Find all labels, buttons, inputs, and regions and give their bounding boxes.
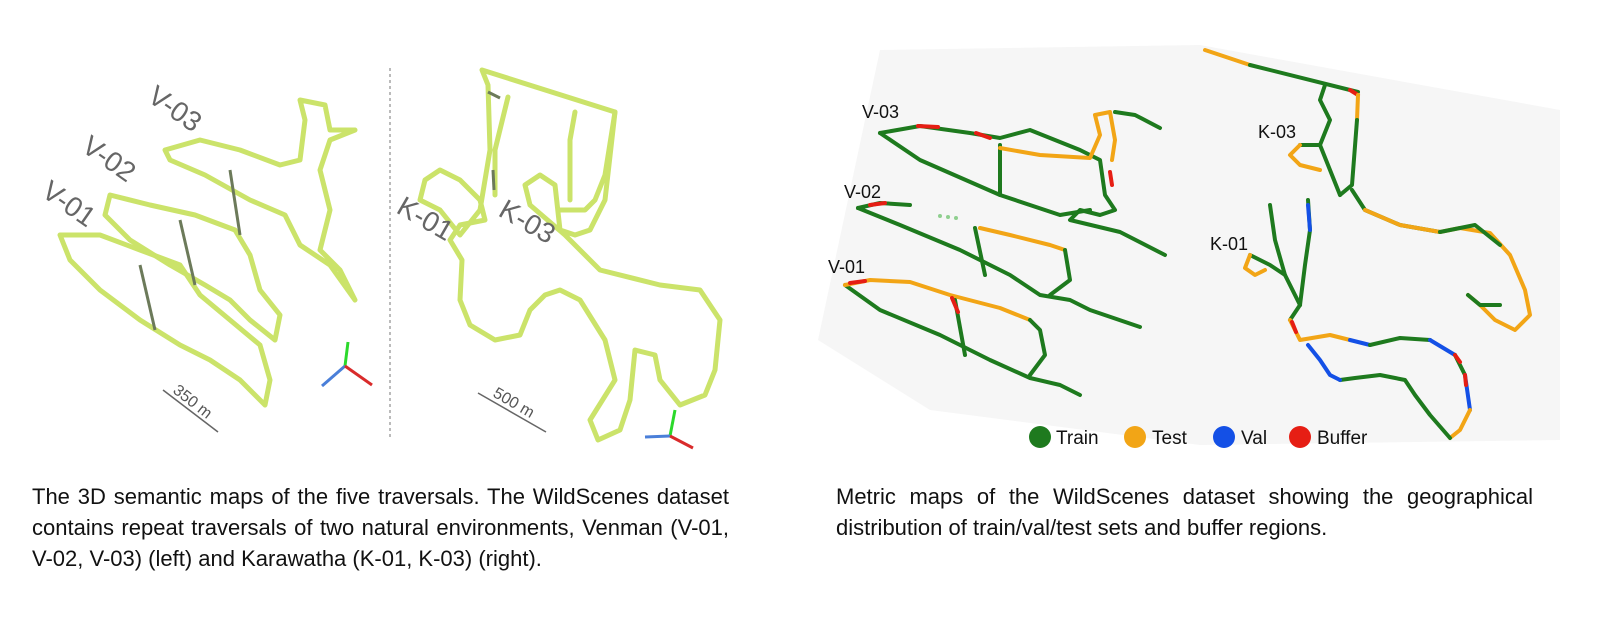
label-k01-metric: K-01 [1210,234,1248,254]
venman-3d-map [57,97,358,408]
legend-label-buffer: Buffer [1317,428,1368,449]
legend-label-test: Test [1152,428,1188,449]
legend-swatch-val [1213,426,1235,448]
axis-triad-left [321,341,373,388]
karawatha-3d-map [417,67,723,443]
scale-label-right: 500 m [490,385,537,422]
figure-canvas: V-03 V-02 V-01 350 m K-01 K-03 500 m [36,45,1560,450]
legend-label-train: Train [1056,428,1099,449]
venman-dots [938,214,958,220]
legend-label-val: Val [1241,428,1267,449]
axis-triad-right [644,409,694,450]
metric-map-background [818,45,1560,445]
legend: Train Test Val Buffer [1029,426,1368,449]
label-v01-metric: V-01 [828,257,865,277]
label-v03-3d: V-03 [143,80,208,138]
label-v02-3d: V-02 [77,130,142,188]
caption-right: Metric maps of the WildScenes dataset sh… [836,484,1533,540]
caption-left: The 3D semantic maps of the five travers… [32,484,729,571]
venman-crosslinks [138,169,242,331]
scale-label-left: 350 m [170,382,216,423]
scale-bar-right [477,392,547,433]
karawatha-crosslinks [487,90,501,191]
label-k03-metric: K-03 [1258,122,1296,142]
legend-swatch-train [1029,426,1051,448]
label-v01-3d: V-01 [37,175,102,233]
venman-metric-map [843,110,1167,397]
karawatha-metric-map [1203,48,1532,440]
legend-swatch-buffer [1289,426,1311,448]
legend-swatch-test [1124,426,1146,448]
scale-bar-left [162,389,219,433]
label-v03-metric: V-03 [862,102,899,122]
label-v02-metric: V-02 [844,182,881,202]
